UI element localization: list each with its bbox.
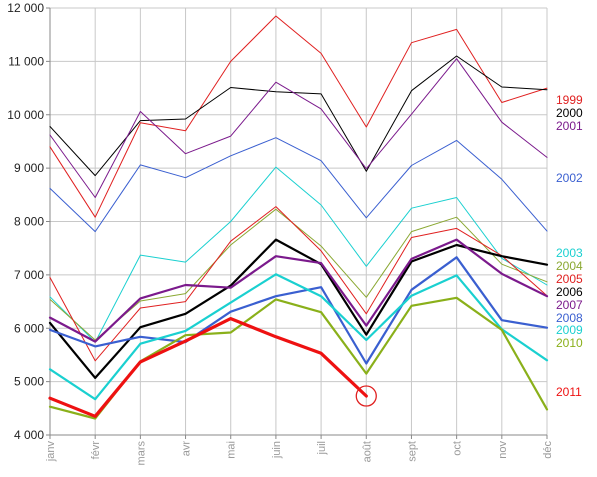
y-tick-label: 10 000 <box>7 108 44 122</box>
x-tick-label: mai <box>226 441 238 459</box>
y-tick-label: 8 000 <box>14 215 44 229</box>
series-line-2001 <box>49 58 548 198</box>
series-lines <box>48 15 549 420</box>
axes <box>46 7 548 439</box>
legend-entry-2003: 2003 <box>556 246 583 260</box>
y-tick-labels: 4 000 5 000 6 000 7 000 8 000 9 000 10 000 11 0… <box>7 1 44 442</box>
legend-entry-2011: 2011 <box>556 385 582 399</box>
series-line-2003 <box>49 166 548 343</box>
series-line-1999 <box>49 15 548 218</box>
y-tick-label: 9 000 <box>14 161 44 175</box>
series-line-2008 <box>48 256 549 365</box>
legend-entry-1999: 1999 <box>556 93 583 107</box>
x-tick-label: nov <box>497 441 509 459</box>
x-tick-label: mars <box>135 441 147 466</box>
x-tick-label: févr <box>90 441 102 460</box>
legend-entry-2008: 2008 <box>556 311 583 325</box>
legend-entry-2004: 2004 <box>556 259 583 273</box>
y-tick-label: 5 000 <box>14 375 44 389</box>
annotation-circle <box>355 385 377 407</box>
x-tick-label: juin <box>271 441 283 459</box>
legend-entry-2010: 2010 <box>556 336 583 350</box>
series-line-2004 <box>49 208 548 341</box>
series-line-2007 <box>48 238 549 343</box>
legend-entry-2002: 2002 <box>556 171 583 185</box>
legend-entry-2000: 2000 <box>556 106 583 120</box>
x-tick-label: déc <box>542 441 554 459</box>
legend-entry-2007: 2007 <box>556 298 583 312</box>
y-tick-label: 11 000 <box>8 54 44 68</box>
series-line-2011 <box>48 317 368 418</box>
y-tick-label: 7 000 <box>14 268 44 282</box>
x-tick-label: sept <box>406 441 418 462</box>
x-tick-label: janv <box>45 441 57 463</box>
series-line-2000 <box>49 55 548 177</box>
legend-entry-2001: 2001 <box>556 119 583 133</box>
x-tick-label: avr <box>181 441 193 457</box>
x-tick-label: oct <box>452 441 464 456</box>
legend-entry-2005: 2005 <box>556 272 583 286</box>
series-line-2006 <box>48 238 549 379</box>
y-tick-label: 4 000 <box>14 428 44 442</box>
legend-entry-2006: 2006 <box>556 285 583 299</box>
y-tick-label: 12 000 <box>7 1 44 15</box>
series-line-2002 <box>49 137 548 233</box>
x-tick-labels: janv févr mars avr mai juin juil août sept oct nov… <box>45 441 554 466</box>
x-tick-label: juil <box>316 441 328 455</box>
series-line-2009 <box>48 273 549 401</box>
y-tick-label: 6 000 <box>14 321 44 335</box>
x-tick-label: août <box>361 441 373 462</box>
annotations <box>355 385 377 407</box>
legend-entry-2009: 2009 <box>556 323 583 337</box>
series-line-2005 <box>49 206 548 362</box>
